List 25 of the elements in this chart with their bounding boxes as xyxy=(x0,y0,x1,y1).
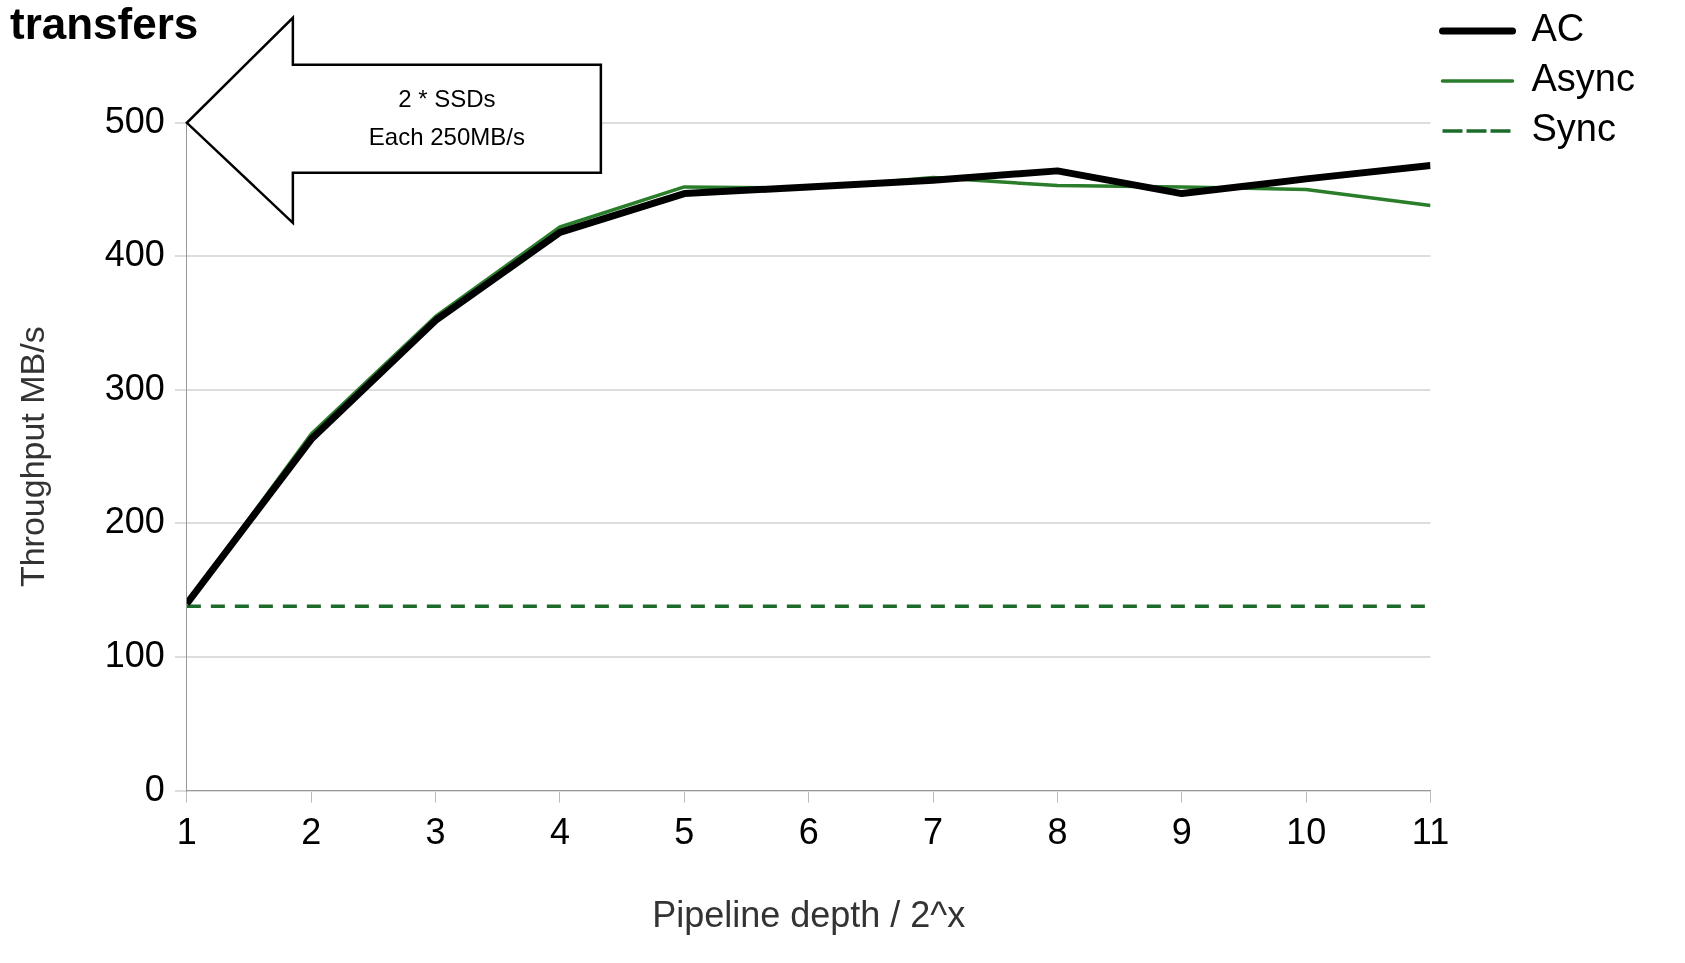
y-tick-label: 400 xyxy=(104,233,165,275)
legend-label: AC xyxy=(1531,7,1585,50)
y-tick-label: 300 xyxy=(104,366,165,408)
y-tick-label: 500 xyxy=(104,99,165,141)
x-tick-label: 8 xyxy=(1047,811,1068,853)
x-tick-label: 11 xyxy=(1411,811,1450,853)
annotation: Each 250MB/s xyxy=(368,122,525,150)
x-tick-label: 3 xyxy=(425,811,446,853)
legend-label: Sync xyxy=(1531,107,1616,150)
text: 2 * SSDs xyxy=(398,84,496,112)
x-tick-label: 6 xyxy=(798,811,819,853)
x-tick-label: 10 xyxy=(1286,811,1327,853)
y-tick-label: 0 xyxy=(144,767,165,809)
x-tick-label: 4 xyxy=(549,811,570,853)
x-tick-label: 1 xyxy=(176,811,197,853)
x-tick-label: 7 xyxy=(923,811,944,853)
y-tick-label: 100 xyxy=(104,633,165,675)
legend-label: Async xyxy=(1531,57,1635,100)
y-tick-label: 200 xyxy=(104,500,165,542)
x-axis-title: Pipeline depth / 2^x xyxy=(652,894,966,936)
x-tick-label: 2 xyxy=(301,811,322,853)
x-tick-label: 5 xyxy=(674,811,695,853)
y-axis-title: Throughput MB/s xyxy=(12,326,51,588)
chart-title: transfers xyxy=(10,0,199,48)
x-tick-label: 9 xyxy=(1171,811,1192,853)
